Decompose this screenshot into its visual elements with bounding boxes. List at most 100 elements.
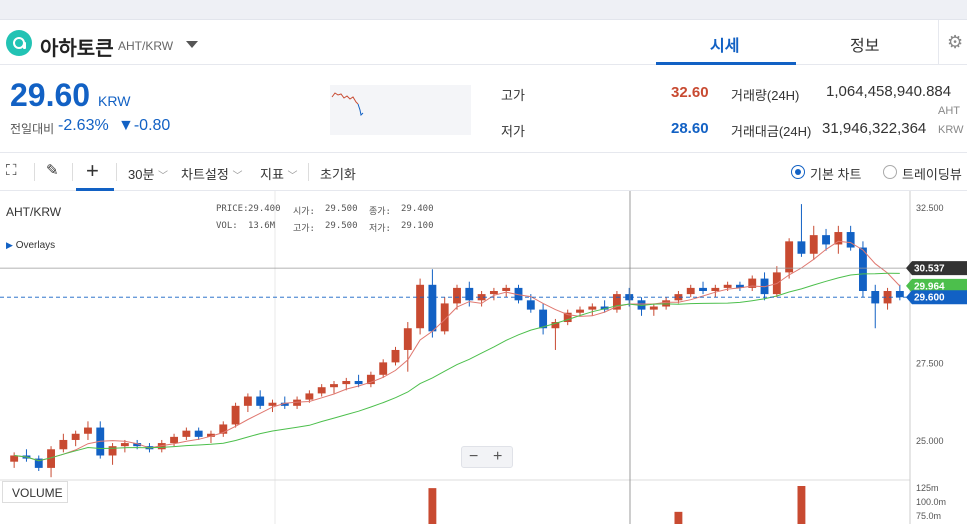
last-price-tag-bg (906, 290, 967, 305)
tab-active-underline (656, 62, 796, 65)
candle-body (366, 374, 375, 385)
chevron-down-icon: ﹀ (287, 171, 298, 182)
change-label: 전일대비 (10, 122, 55, 136)
basic-chart-radio[interactable] (791, 165, 805, 179)
tab-info[interactable]: 정보 (850, 38, 880, 55)
toolbar-divider (116, 163, 117, 181)
candle-body (317, 387, 326, 394)
amount-label: 거래대금(24H) (731, 124, 812, 139)
tradingview-radio[interactable] (883, 165, 897, 179)
legend-open-label: 시가: (293, 207, 315, 217)
ma-long-line (14, 272, 900, 462)
candle-body (379, 362, 388, 375)
price-summary: 29.60 KRW 전일대비 -2.63% ▼-0.80 고가 32.60 저가… (0, 65, 967, 153)
candle-body (539, 309, 548, 329)
chart-settings-dropdown[interactable]: 차트설정 ﹀ (181, 164, 242, 183)
candle-body (47, 449, 55, 468)
candle-body (120, 443, 129, 447)
candle-body (563, 312, 572, 323)
zoom-controls: − + (461, 446, 513, 468)
chevron-down-icon: ﹀ (158, 171, 169, 182)
chart-toolbar: ⛶ ✎ + 30분 ﹀ 차트설정 ﹀ 지표 ﹀ 초기화 기본 차트 트레이딩뷰 (0, 153, 967, 191)
candle-body (391, 349, 400, 363)
legend-low-label: 저가: (369, 224, 391, 234)
reset-button[interactable]: 초기화 (320, 167, 356, 182)
toolbar-divider (72, 163, 73, 181)
overlays-toggle[interactable]: ▶ Overlays (6, 240, 55, 251)
candle-body (342, 381, 351, 385)
legend-low: 29.100 (401, 221, 434, 231)
tradingview-label[interactable]: 트레이딩뷰 (902, 167, 962, 182)
volume-tick-label: 75.0m (916, 511, 941, 521)
chart-svg: 32.500 27.500 25.000 125m 100.0m 75.0m 29.964 3… (0, 191, 967, 524)
interval-dropdown[interactable]: 30분 ﹀ (128, 164, 168, 183)
candle-body (34, 458, 43, 468)
chevron-down-icon: ﹀ (232, 171, 243, 182)
sparkline-down-line (357, 103, 364, 117)
candle-body (600, 306, 609, 310)
candle-body (256, 396, 265, 406)
candle-body (735, 284, 744, 288)
candle-body (133, 443, 142, 447)
chart-pair-label: AHT/KRW (6, 205, 62, 219)
legend-price: 29.400 (248, 204, 281, 214)
candle-body (674, 294, 683, 301)
ma-short-line (14, 240, 901, 462)
candle-body (625, 294, 634, 301)
coin-name: 아하토큰 (40, 38, 114, 60)
settings-button[interactable]: ⚙ (938, 20, 967, 65)
tab-price[interactable]: 시세 (710, 38, 740, 55)
coin-select-chevron-down-icon[interactable] (186, 41, 198, 48)
sparkline-svg (331, 92, 364, 117)
candle-body (354, 381, 363, 385)
zoom-out-minus-icon[interactable]: − (469, 448, 479, 465)
candle-body (551, 322, 560, 329)
volume-bar (428, 488, 437, 524)
candle-body (477, 294, 486, 301)
current-price: 29.60 (10, 77, 91, 113)
candle-body (305, 393, 314, 400)
legend-high: 29.500 (325, 221, 358, 231)
interval-label: 30분 (128, 167, 155, 182)
play-triangle-icon: ▶ (6, 240, 13, 250)
high-label: 고가 (501, 88, 525, 103)
amount-value: 31,946,322,364 (822, 120, 927, 137)
basic-chart-label[interactable]: 기본 차트 (810, 167, 862, 182)
candle-body (59, 439, 68, 450)
candle-body (846, 232, 855, 248)
candle-body (268, 402, 277, 406)
high-value: 32.60 (671, 84, 709, 101)
mini-sparkline (330, 85, 471, 135)
coin-logo-icon (6, 30, 32, 56)
candle-body (403, 328, 412, 350)
legend-high-label: 고가: (293, 224, 315, 234)
top-strip (0, 0, 967, 20)
indicators-dropdown[interactable]: 지표 ﹀ (260, 164, 298, 183)
candle-body (465, 287, 474, 301)
toolbar-divider (34, 163, 35, 181)
zoom-in-plus-icon[interactable]: + (493, 448, 503, 465)
volume-bar (674, 511, 683, 524)
volume-value: 1,064,458,940.884 (826, 83, 952, 100)
crosshair-plus-icon[interactable]: + (86, 158, 99, 183)
candle-body (440, 303, 449, 332)
candle-body (502, 287, 511, 291)
y-tick-label: 32.500 (916, 203, 944, 213)
y-tick-label: 27.500 (916, 358, 944, 368)
pencil-icon[interactable]: ✎ (46, 162, 59, 179)
volume-unit: AHT (938, 105, 960, 117)
low-label: 저가 (501, 124, 525, 139)
amount-unit: KRW (938, 124, 964, 136)
candlestick-chart[interactable]: 32.500 27.500 25.000 125m 100.0m 75.0m 29.964 3… (0, 191, 967, 524)
candle-body (71, 433, 80, 440)
sparkline-up-line (331, 92, 359, 105)
volume-bar (797, 486, 806, 524)
candle-body (157, 443, 166, 450)
candle-body (231, 405, 240, 425)
toolbar-divider (308, 163, 309, 181)
crosshair-price-tag-bg (906, 261, 967, 276)
overlays-label: Overlays (15, 240, 56, 251)
candle-body (243, 396, 252, 406)
fullscreen-icon[interactable]: ⛶ (6, 162, 17, 179)
indicators-label: 지표 (260, 167, 284, 182)
